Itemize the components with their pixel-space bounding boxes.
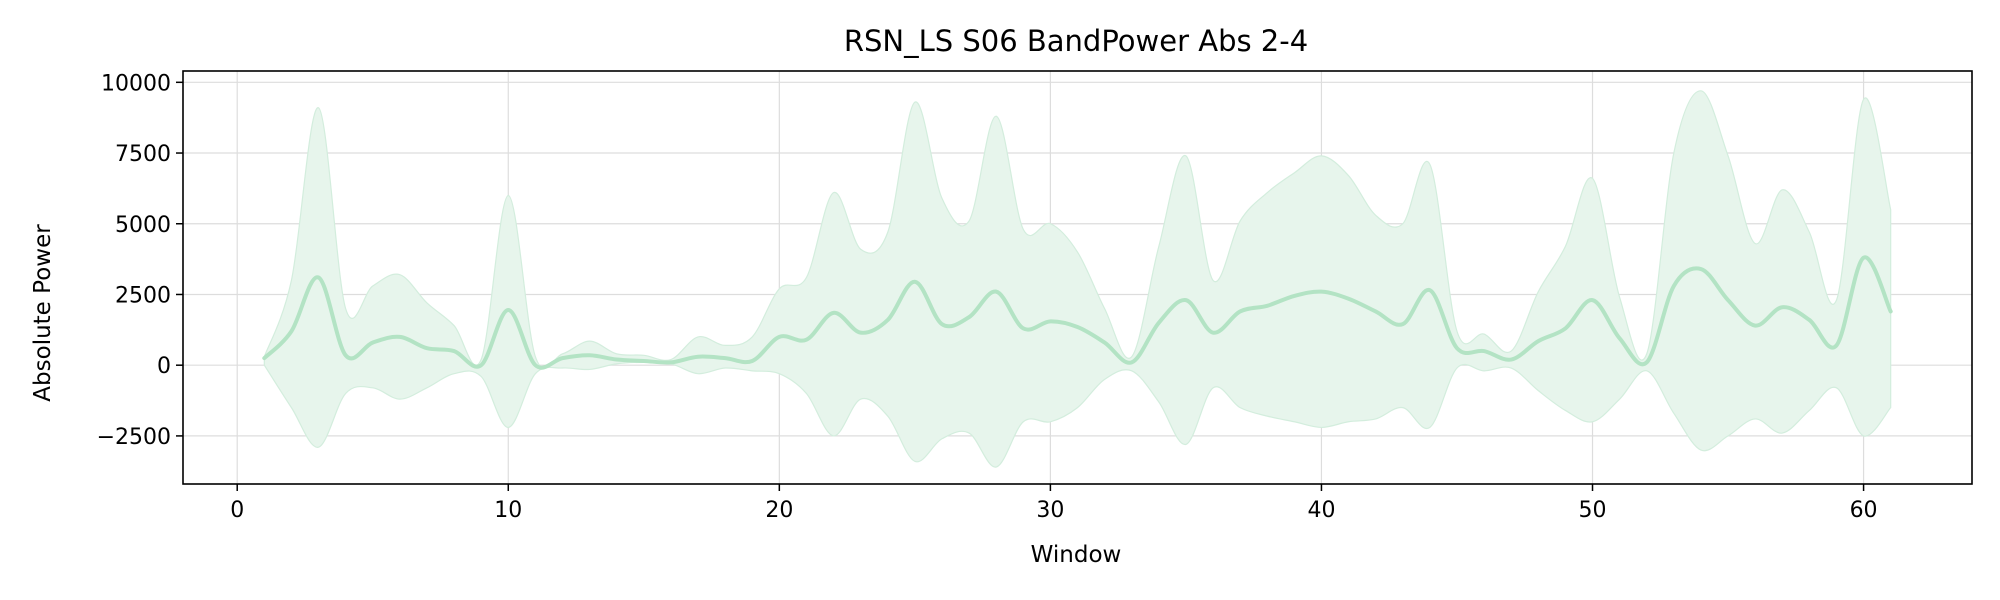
x-tick-label: 60 <box>1850 498 1878 523</box>
chart-title: RSN_LS S06 BandPower Abs 2-4 <box>844 24 1308 58</box>
y-tick-label: 10000 <box>101 71 171 96</box>
y-axis-title: Absolute Power <box>30 224 56 402</box>
plot-area <box>262 90 1893 468</box>
y-tick-label: 2500 <box>115 283 171 308</box>
x-tick-label: 0 <box>230 498 244 523</box>
y-tick-label: 7500 <box>115 142 171 167</box>
x-axis-title: Window <box>1031 542 1122 568</box>
x-axis: 0 10 20 30 40 50 60 <box>230 484 1878 523</box>
y-tick-label: 5000 <box>115 213 171 238</box>
x-tick-label: 50 <box>1579 498 1607 523</box>
x-tick-label: 20 <box>765 498 793 523</box>
y-tick-label: −2500 <box>97 425 171 450</box>
y-tick-label: 0 <box>157 354 171 379</box>
plot-frame <box>182 70 1973 485</box>
x-tick-label: 40 <box>1307 498 1335 523</box>
x-tick-label: 30 <box>1036 498 1064 523</box>
y-axis: −2500 0 2500 5000 7500 10000 <box>97 71 183 450</box>
x-tick-label: 10 <box>494 498 522 523</box>
mean-line <box>262 255 1893 370</box>
std-band <box>263 90 1892 468</box>
